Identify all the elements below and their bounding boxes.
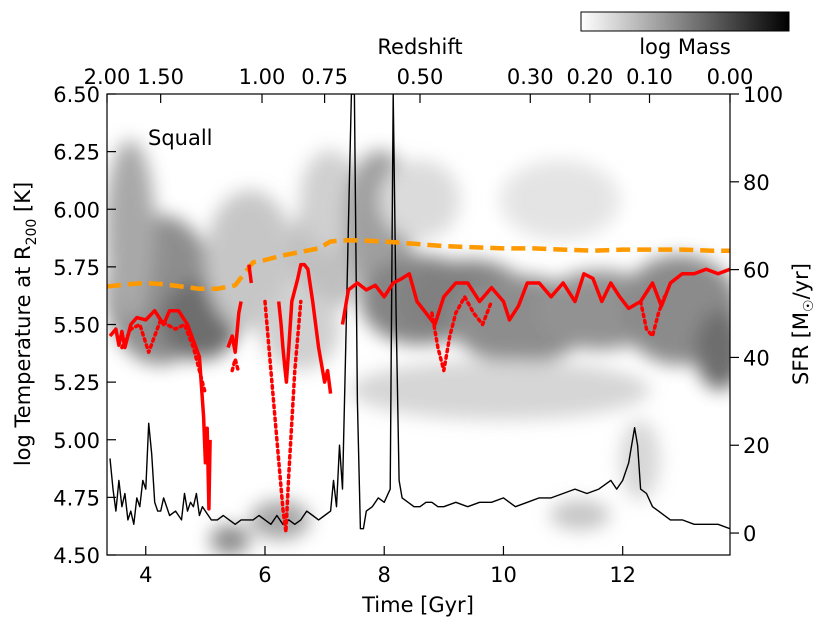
x-axis-label: Time [Gyr] [361,593,474,617]
y-left-tick-label: 5.25 [53,371,100,395]
series-segment [107,238,730,292]
y-left-tick-label: 6.50 [53,83,100,107]
y-right-tick-label: 40 [743,346,770,370]
top-axis-label: Redshift [377,35,462,59]
series-mass-weighted-temperature [108,262,730,511]
series-segment [109,94,730,530]
y-left-tick-label: 6.00 [53,198,100,222]
redshift-tick-label: 0.10 [626,65,673,89]
series-segment [276,262,333,394]
y-left-tick-label: 4.50 [53,544,100,568]
panel-label: Squall [148,126,213,150]
redshift-tick-label: 0.75 [301,65,348,89]
redshift-tick-label: 2.00 [84,65,131,89]
y-right-tick-label: 60 [743,259,770,283]
sun-symbol: ☉ [801,299,817,312]
x-tick-label: 8 [378,563,391,587]
y-left-tick-label: 5.00 [53,429,100,453]
y-right-tick-label: 100 [743,83,783,107]
y-left-tick-label: 6.25 [53,141,100,165]
series-sfr [109,94,730,530]
colorbar-label: log Mass [639,35,731,59]
y-left-axis-label-unit: [K] [11,182,35,219]
y-right-axis-label-unit: /yr] [789,263,813,299]
redshift-tick-label: 1.00 [239,65,286,89]
series-segment [638,295,667,338]
colorbar [580,11,790,32]
series-virial-temperature [107,238,730,292]
series-segment [230,357,240,373]
redshift-tick-label: 1.50 [137,65,184,89]
y-left-tick-label: 5.75 [53,256,100,280]
redshift-tick-label: 0.00 [707,65,754,89]
x-tick-label: 4 [139,563,152,587]
y-left-axis-label-main: log Temperature at R [11,245,35,466]
redshift-tick-label: 0.30 [507,65,554,89]
y-left-tick-label: 5.50 [53,314,100,338]
y-left-axis-label-sub: 200 [24,219,40,246]
y-right-tick-label: 0 [743,522,756,546]
series-segment [263,299,303,534]
x-tick-label: 10 [490,563,517,587]
y-right-axis-label: SFR [M☉/yr] [789,263,817,385]
series-segment [108,308,212,511]
y-right-tick-label: 20 [743,434,770,458]
y-right-tick-label: 80 [743,171,770,195]
y-left-tick-label: 4.75 [53,486,100,510]
mass-histogram [107,94,730,555]
series-segment [430,295,494,373]
redshift-tick-label: 0.50 [397,65,444,89]
series-segment [340,267,730,327]
series-segment [247,264,254,284]
y-right-axis-label-main: SFR [M [789,312,813,385]
series-segment [226,301,243,354]
x-tick-label: 6 [258,563,271,587]
x-tick-label: 12 [609,563,636,587]
redshift-tick-label: 0.20 [567,65,614,89]
y-left-axis-label: log Temperature at R200 [K] [11,182,40,466]
